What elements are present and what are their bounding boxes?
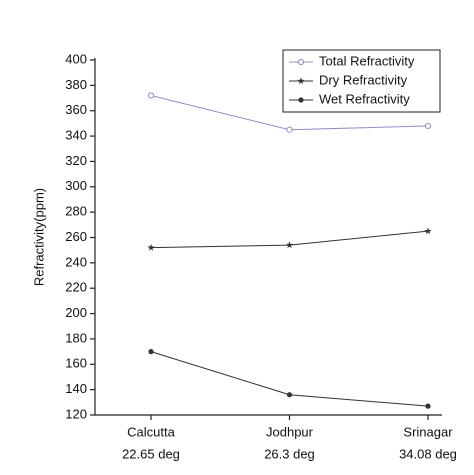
marker <box>298 97 304 103</box>
x-tick-sublabel: 26.3 deg <box>264 446 315 461</box>
y-tick-label: 260 <box>65 229 87 244</box>
x-tick-label: Srinagar <box>403 424 453 439</box>
y-tick-label: 140 <box>65 381 87 396</box>
y-tick-label: 300 <box>65 178 87 193</box>
marker <box>297 77 305 85</box>
y-tick-label: 400 <box>65 51 87 66</box>
legend-label: Total Refractivity <box>319 53 415 68</box>
marker <box>285 241 294 249</box>
y-tick-label: 120 <box>65 406 87 421</box>
y-axis-label: Refractivity(ppm) <box>31 188 46 286</box>
y-tick-label: 380 <box>65 77 87 92</box>
marker <box>424 227 432 235</box>
marker <box>425 403 431 409</box>
marker <box>286 126 293 133</box>
x-tick-label: Calcutta <box>127 424 175 439</box>
y-tick-label: 220 <box>65 280 87 295</box>
y-tick-label: 360 <box>65 102 87 117</box>
marker <box>424 122 432 130</box>
marker <box>148 349 154 355</box>
y-tick-label: 160 <box>65 356 87 371</box>
marker <box>147 92 155 99</box>
y-tick-label: 180 <box>65 330 87 345</box>
x-tick-sublabel: 22.65 deg <box>122 446 180 461</box>
marker <box>297 58 305 66</box>
y-tick-label: 240 <box>65 254 87 269</box>
y-tick-label: 340 <box>65 128 87 143</box>
x-tick-sublabel: 34.08 deg <box>399 446 457 461</box>
y-tick-label: 280 <box>65 204 87 219</box>
legend-label: Wet Refractivity <box>319 91 410 106</box>
legend-label: Dry Refractivity <box>319 72 408 87</box>
marker <box>147 243 155 251</box>
y-tick-label: 320 <box>65 153 87 168</box>
marker <box>286 392 293 398</box>
x-tick-label: Jodhpur <box>266 424 314 439</box>
y-tick-label: 200 <box>65 305 87 320</box>
